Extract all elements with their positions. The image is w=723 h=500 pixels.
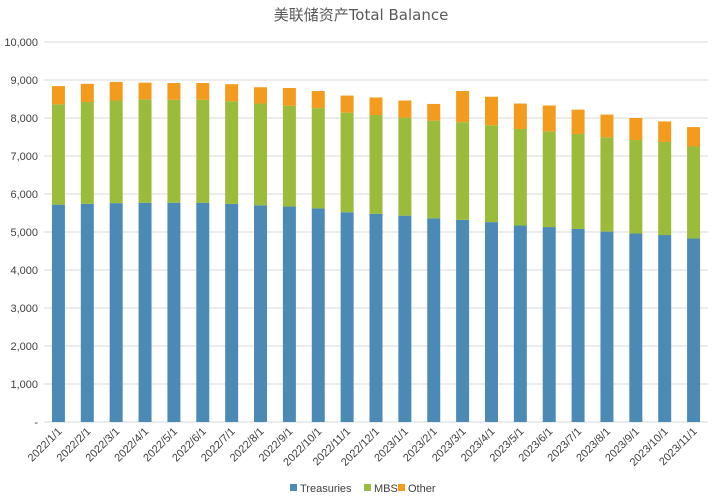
bar-treasuries bbox=[80, 203, 94, 422]
bar-other bbox=[513, 103, 527, 130]
bar-other bbox=[542, 105, 556, 132]
bar-treasuries bbox=[167, 202, 181, 422]
bar-other bbox=[254, 87, 268, 104]
bar-other bbox=[109, 81, 123, 101]
bar-treasuries bbox=[658, 235, 672, 422]
bar-mbs bbox=[600, 137, 614, 232]
bar-other bbox=[196, 83, 210, 100]
bar-mbs bbox=[484, 125, 498, 223]
bar-treasuries bbox=[225, 203, 239, 422]
bar-treasuries bbox=[542, 227, 556, 422]
bar-mbs bbox=[629, 140, 643, 234]
bar-treasuries bbox=[196, 202, 210, 422]
legend-swatch bbox=[364, 484, 371, 491]
bar-mbs bbox=[658, 141, 672, 236]
bar-treasuries bbox=[456, 219, 470, 422]
bar-other bbox=[282, 87, 296, 106]
legend-label: MBS bbox=[374, 483, 398, 495]
bar-mbs bbox=[51, 104, 65, 205]
y-tick-label: - bbox=[34, 417, 38, 429]
bar-mbs bbox=[571, 133, 585, 229]
bar-mbs bbox=[311, 108, 325, 209]
bar-mbs bbox=[109, 100, 123, 204]
bar-mbs bbox=[456, 122, 470, 220]
bar-treasuries bbox=[600, 231, 614, 422]
bar-other bbox=[80, 83, 94, 103]
y-tick-label: 8,000 bbox=[10, 113, 38, 125]
bar-treasuries bbox=[340, 212, 354, 422]
bar-other bbox=[398, 100, 412, 118]
legend-label: Other bbox=[408, 483, 436, 495]
bar-mbs bbox=[398, 117, 412, 216]
bars bbox=[51, 81, 701, 422]
bar-mbs bbox=[138, 99, 152, 203]
bar-other bbox=[629, 118, 643, 141]
bar-other bbox=[369, 97, 383, 115]
y-tick-label: 4,000 bbox=[10, 265, 38, 277]
y-tick-label: 6,000 bbox=[10, 189, 38, 201]
bar-other bbox=[311, 91, 325, 109]
bar-mbs bbox=[196, 99, 210, 203]
bar-treasuries bbox=[109, 203, 123, 422]
bar-other bbox=[687, 127, 701, 147]
bar-other bbox=[658, 121, 672, 142]
bar-mbs bbox=[513, 129, 527, 226]
y-tick-label: 9,000 bbox=[10, 75, 38, 87]
legend-label: Treasuries bbox=[300, 483, 352, 495]
legend: Treasuries MBS Other bbox=[290, 483, 436, 495]
bar-treasuries bbox=[513, 225, 527, 422]
legend-swatch bbox=[290, 484, 297, 491]
bar-treasuries bbox=[282, 206, 296, 422]
y-tick-label: 2,000 bbox=[10, 341, 38, 353]
y-tick-label: 10,000 bbox=[4, 37, 38, 49]
bar-mbs bbox=[80, 102, 94, 204]
bar-treasuries bbox=[51, 204, 65, 422]
bar-treasuries bbox=[687, 238, 701, 422]
y-axis: - 1,000 2,000 3,000 4,000 5,000 6,000 7,000 8,00… bbox=[4, 37, 38, 429]
y-tick-label: 3,000 bbox=[10, 303, 38, 315]
x-axis: 2022/1/12022/2/12022/3/12022/4/12022/5/1… bbox=[26, 426, 700, 469]
bar-treasuries bbox=[427, 218, 441, 422]
bar-other bbox=[138, 82, 152, 100]
bar-treasuries bbox=[398, 215, 412, 422]
bar-other bbox=[51, 86, 65, 105]
bar-mbs bbox=[340, 112, 354, 213]
bar-mbs bbox=[687, 146, 701, 239]
bar-other bbox=[225, 84, 239, 102]
bar-other bbox=[427, 103, 441, 121]
bar-other bbox=[456, 91, 470, 123]
bar-mbs bbox=[225, 101, 239, 204]
bar-mbs bbox=[282, 105, 296, 207]
bar-treasuries bbox=[138, 202, 152, 422]
y-tick-label: 7,000 bbox=[10, 151, 38, 163]
legend-swatch bbox=[398, 484, 405, 491]
bar-treasuries bbox=[311, 208, 325, 422]
bar-other bbox=[167, 83, 181, 100]
bar-other bbox=[600, 114, 614, 138]
bar-treasuries bbox=[629, 233, 643, 422]
bar-treasuries bbox=[571, 228, 585, 422]
bar-other bbox=[340, 95, 354, 113]
bar-treasuries bbox=[254, 205, 268, 422]
chart-title: 美联储资产Total Balance bbox=[274, 6, 449, 24]
bar-mbs bbox=[369, 114, 383, 214]
y-tick-label: 1,000 bbox=[10, 379, 38, 391]
bar-mbs bbox=[427, 120, 441, 219]
bar-treasuries bbox=[369, 213, 383, 422]
y-tick-label: 5,000 bbox=[10, 227, 38, 239]
bar-mbs bbox=[254, 103, 268, 206]
bar-mbs bbox=[542, 131, 556, 228]
bar-mbs bbox=[167, 99, 181, 203]
bar-other bbox=[571, 109, 585, 134]
bar-other bbox=[484, 96, 498, 126]
bar-treasuries bbox=[484, 222, 498, 422]
